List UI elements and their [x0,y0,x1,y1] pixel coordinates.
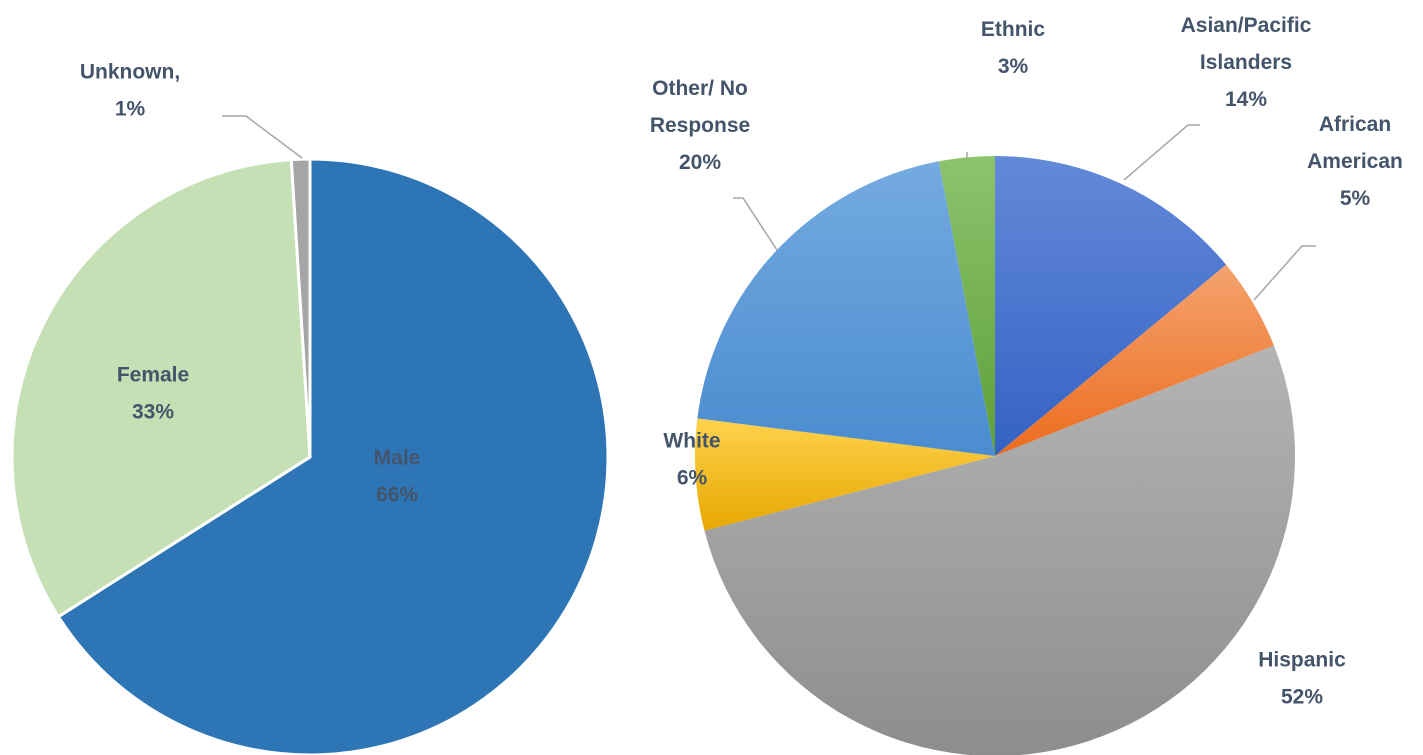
leader-line-african [1253,245,1316,301]
leader-line-unknown [222,115,303,159]
ethnicity-pie-chart: Asian/Pacific Islanders 14%African American… [650,0,1403,755]
leader-line-asian-pacific [1123,124,1200,181]
data-label-asian-pacific: Asian/Pacific Islanders 14% [1181,14,1312,111]
pie-slice-unknown [289,157,312,458]
data-label-unknown: Unknown, 1% [80,61,180,121]
data-label-male: Male 66% [374,447,421,507]
data-label-hispanic: Hispanic 52% [1258,649,1346,709]
data-label-african: African American 5% [1307,113,1403,210]
pie-slice-asian-pacific [995,156,1227,456]
pie-slice-hispanic [704,345,1296,755]
data-label-female: Female 33% [117,364,189,424]
gender-pie-chart: Male 66% Female 33% Unknown, 1% [10,61,610,755]
leader-line-other-no [733,197,778,251]
data-label-multi: MultiEthnic3% [981,0,1045,78]
data-label-other-no: Other/ No Response 20% [650,77,750,174]
pie-slice-multi [938,156,995,456]
pie-slice-other-no [697,161,995,456]
pie-slice-african [995,264,1274,456]
pie-slice-male [56,157,610,755]
pie-slice-white [695,418,995,531]
data-label-white: White 6% [663,430,720,490]
pie-slice-female [10,157,312,619]
